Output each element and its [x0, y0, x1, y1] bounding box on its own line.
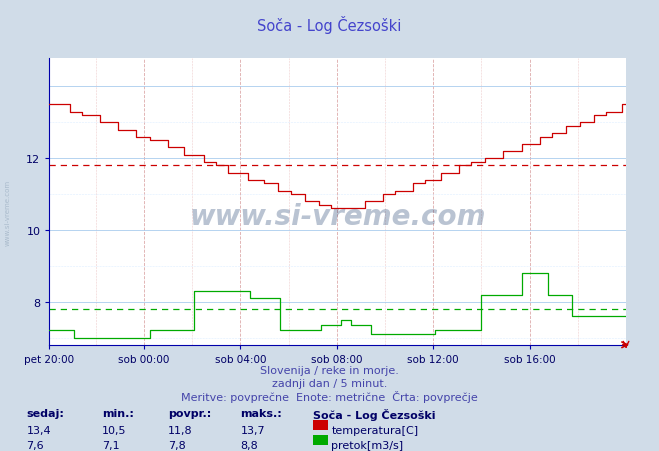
Text: 7,1: 7,1	[102, 440, 120, 450]
Text: 10,5: 10,5	[102, 425, 127, 435]
Text: temperatura[C]: temperatura[C]	[331, 425, 418, 435]
Text: www.si-vreme.com: www.si-vreme.com	[5, 179, 11, 245]
Text: pretok[m3/s]: pretok[m3/s]	[331, 440, 403, 450]
Text: min.:: min.:	[102, 408, 134, 418]
Text: 8,8: 8,8	[241, 440, 258, 450]
Text: 11,8: 11,8	[168, 425, 192, 435]
Text: Soča - Log Čezsoški: Soča - Log Čezsoški	[257, 16, 402, 34]
Text: povpr.:: povpr.:	[168, 408, 212, 418]
Text: Meritve: povprečne  Enote: metrične  Črta: povprečje: Meritve: povprečne Enote: metrične Črta:…	[181, 391, 478, 403]
Text: Soča - Log Čezsoški: Soča - Log Čezsoški	[313, 408, 436, 420]
Text: 7,6: 7,6	[26, 440, 44, 450]
Text: Slovenija / reke in morje.: Slovenija / reke in morje.	[260, 365, 399, 375]
Text: 13,7: 13,7	[241, 425, 265, 435]
Text: 13,4: 13,4	[26, 425, 51, 435]
Text: sedaj:: sedaj:	[26, 408, 64, 418]
Text: zadnji dan / 5 minut.: zadnji dan / 5 minut.	[272, 378, 387, 388]
Text: 7,8: 7,8	[168, 440, 186, 450]
Text: www.si-vreme.com: www.si-vreme.com	[190, 202, 486, 230]
Text: maks.:: maks.:	[241, 408, 282, 418]
